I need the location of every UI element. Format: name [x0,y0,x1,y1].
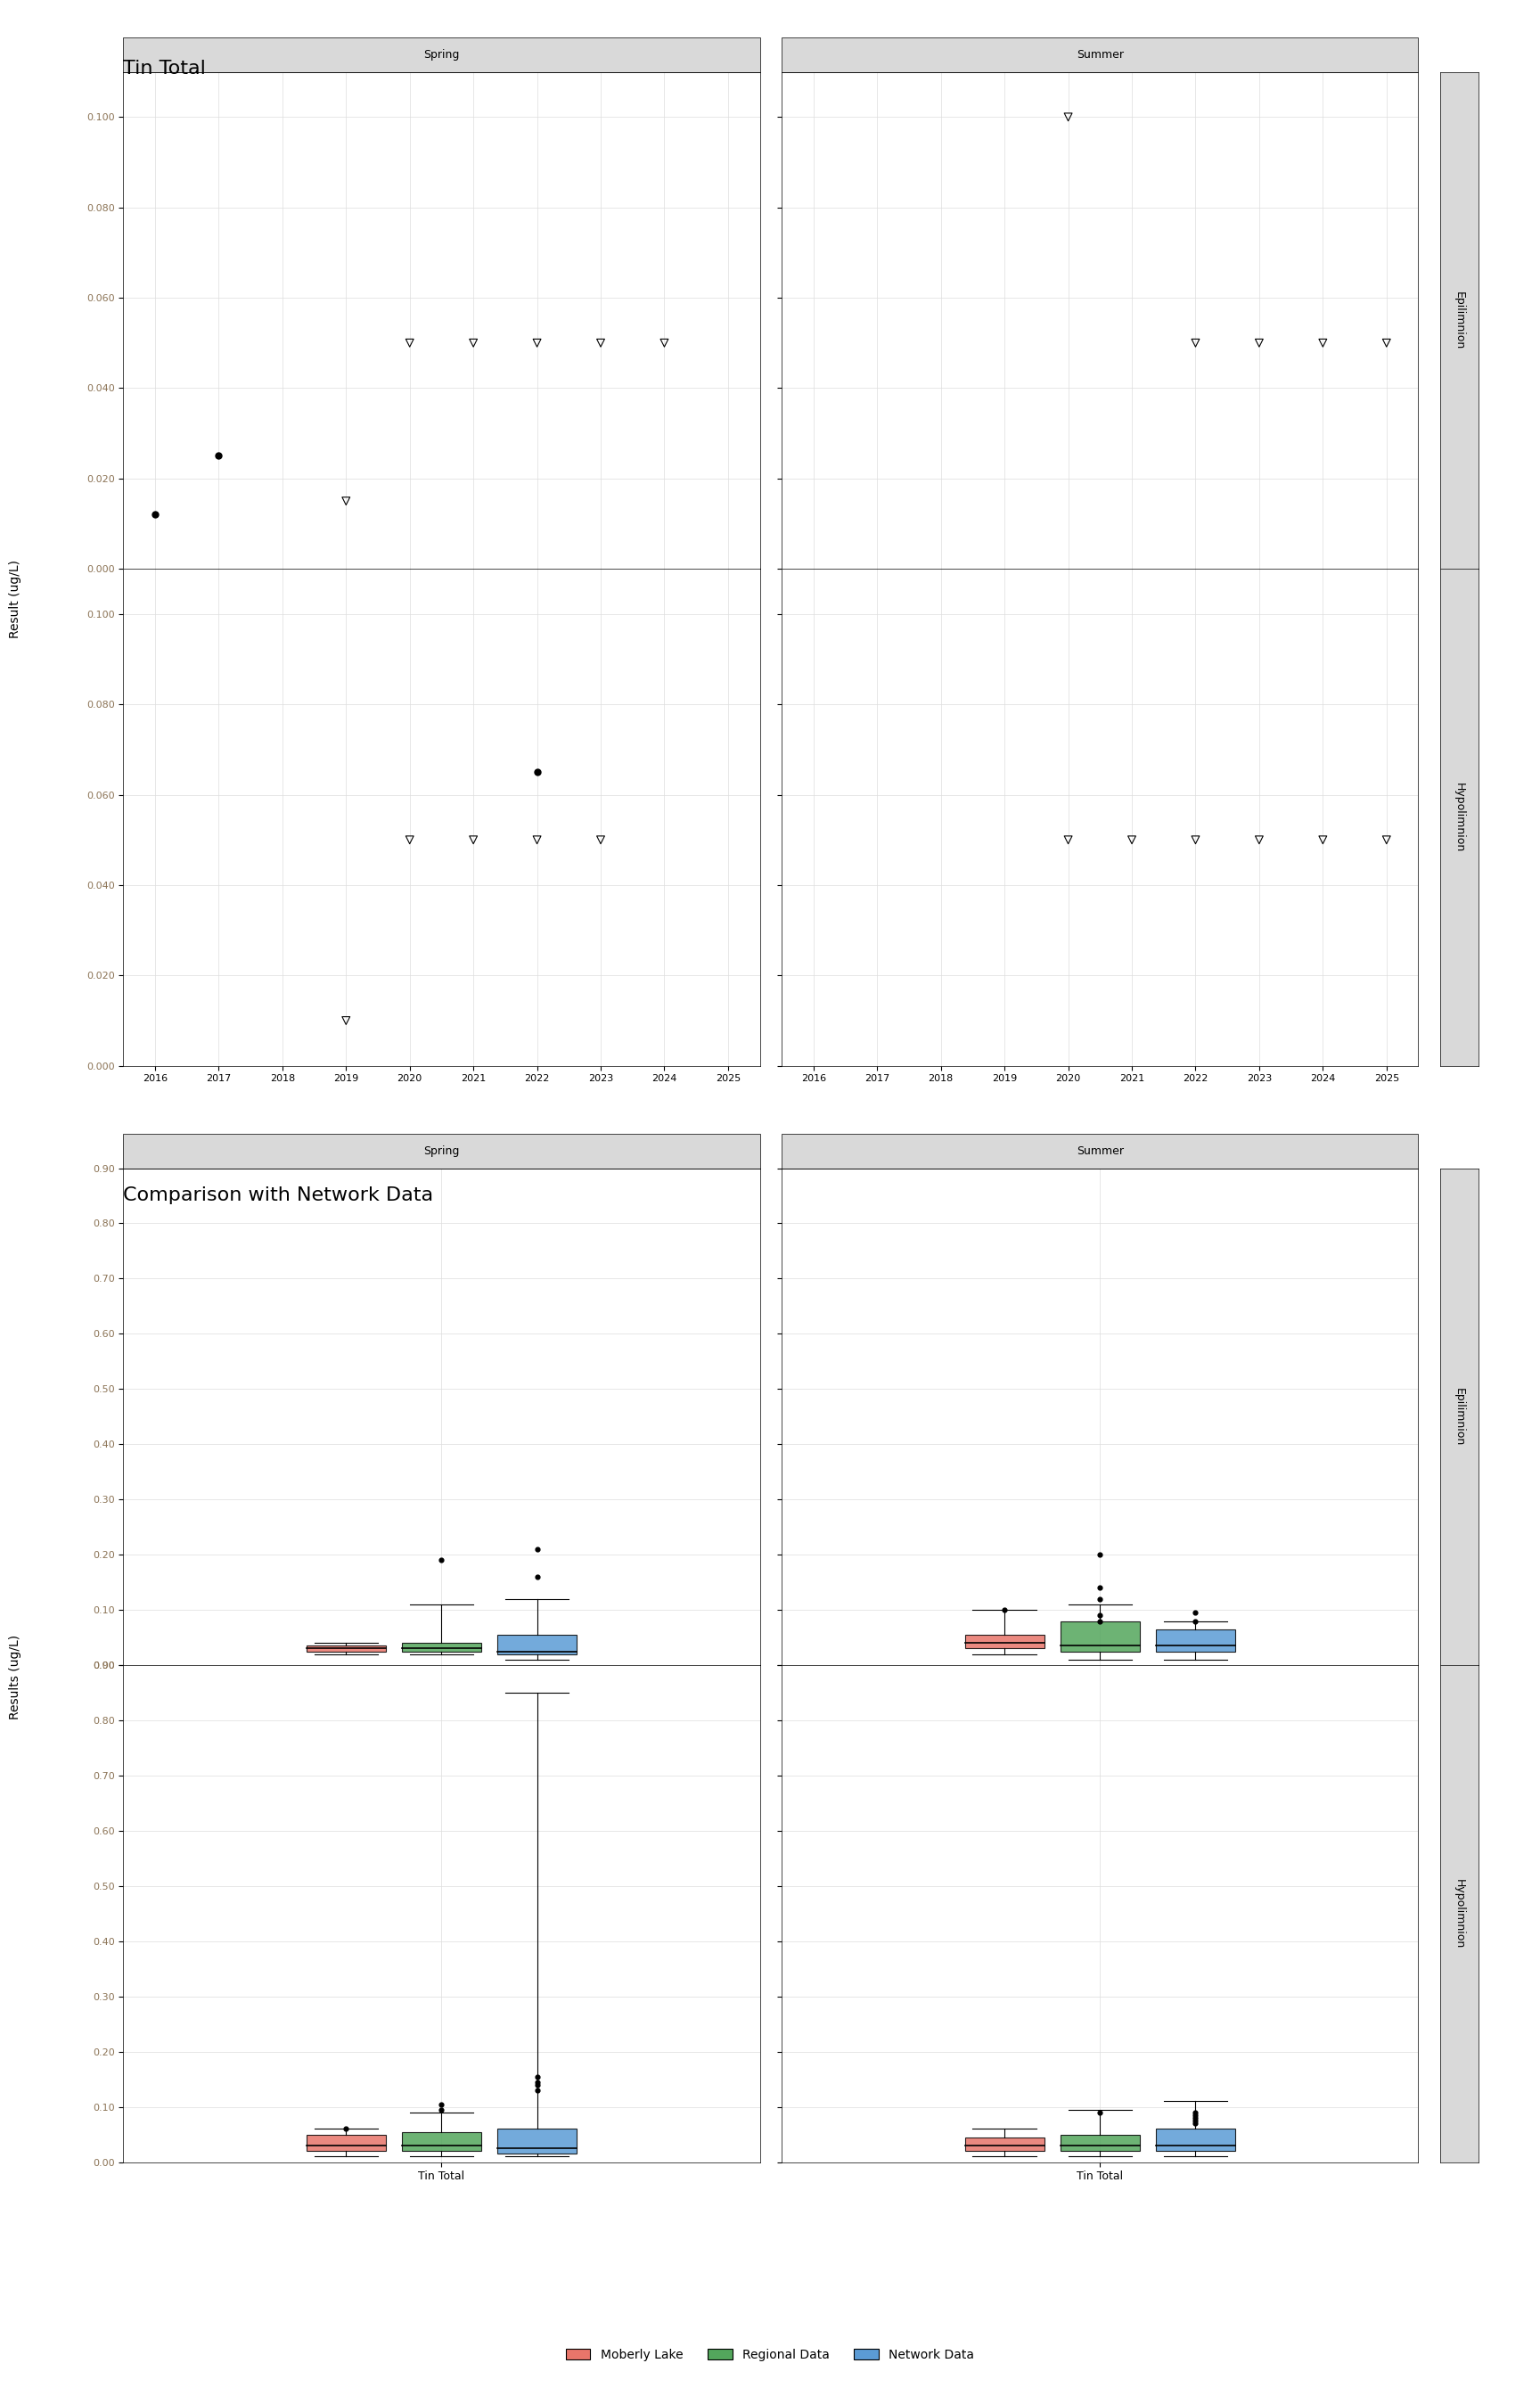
Text: Hypolimnion: Hypolimnion [1454,783,1465,853]
Point [1183,2094,1207,2132]
Point [651,323,676,362]
Point [525,822,550,860]
Legend: Moberly Lake, Regional Data, Network Data: Moberly Lake, Regional Data, Network Dat… [561,2343,979,2365]
Point [525,2063,550,2101]
Point [525,2070,550,2108]
Point [588,822,613,860]
Point [1183,1603,1207,1641]
Bar [1155,2130,1235,2152]
FancyBboxPatch shape [123,1133,759,1169]
Text: Hypolimnion: Hypolimnion [1454,1878,1465,1948]
Point [1183,822,1207,860]
Text: Epilimnion: Epilimnion [1454,292,1465,350]
Text: Comparison with Network Data: Comparison with Network Data [123,1186,433,1203]
Point [334,482,359,520]
Point [992,1591,1016,1629]
Point [1087,1536,1112,1574]
Bar [306,1646,387,1651]
Point [1056,822,1081,860]
Point [1311,822,1335,860]
Point [460,323,485,362]
Bar [964,1634,1044,1648]
Text: Spring: Spring [424,1145,459,1157]
Text: Tin Total: Tin Total [123,60,206,77]
Bar [1060,2135,1140,2152]
Bar [497,2130,578,2154]
FancyBboxPatch shape [782,1133,1418,1169]
Point [430,1541,454,1579]
Point [1087,2094,1112,2132]
Point [525,1557,550,1596]
Text: Epilimnion: Epilimnion [1454,1387,1465,1445]
Point [397,822,422,860]
Point [430,2089,454,2128]
Text: Summer: Summer [1076,1145,1124,1157]
Point [1247,822,1272,860]
Point [334,1002,359,1040]
Bar [402,1644,482,1651]
Point [397,323,422,362]
Bar [402,2132,482,2152]
FancyBboxPatch shape [782,36,1418,72]
Point [1247,323,1272,362]
FancyBboxPatch shape [123,36,759,72]
Text: Spring: Spring [424,48,459,60]
Point [1311,323,1335,362]
Point [525,1531,550,1569]
Bar [306,2135,387,2152]
Point [430,2085,454,2123]
Point [1120,822,1144,860]
Bar [1155,1629,1235,1651]
Point [525,323,550,362]
Point [525,2058,550,2096]
Point [1183,2096,1207,2135]
Point [1374,323,1398,362]
Point [143,496,168,534]
Point [334,2111,359,2149]
Point [1056,98,1081,137]
Text: Results (ug/L): Results (ug/L) [9,1634,22,1720]
Point [525,2065,550,2104]
Bar [964,2137,1044,2152]
Point [1183,2104,1207,2142]
Point [1374,822,1398,860]
Text: Summer: Summer [1076,48,1124,60]
Point [1183,2101,1207,2140]
Point [1087,1569,1112,1608]
Text: Result (ug/L): Result (ug/L) [9,561,22,637]
Point [1087,1603,1112,1641]
Bar [497,1634,578,1653]
Point [206,436,231,474]
Point [460,822,485,860]
Point [1087,1596,1112,1634]
Point [1183,323,1207,362]
Bar [1060,1622,1140,1651]
Point [588,323,613,362]
Point [525,752,550,791]
Point [1183,1593,1207,1632]
Point [1183,2099,1207,2137]
Point [1087,1579,1112,1617]
